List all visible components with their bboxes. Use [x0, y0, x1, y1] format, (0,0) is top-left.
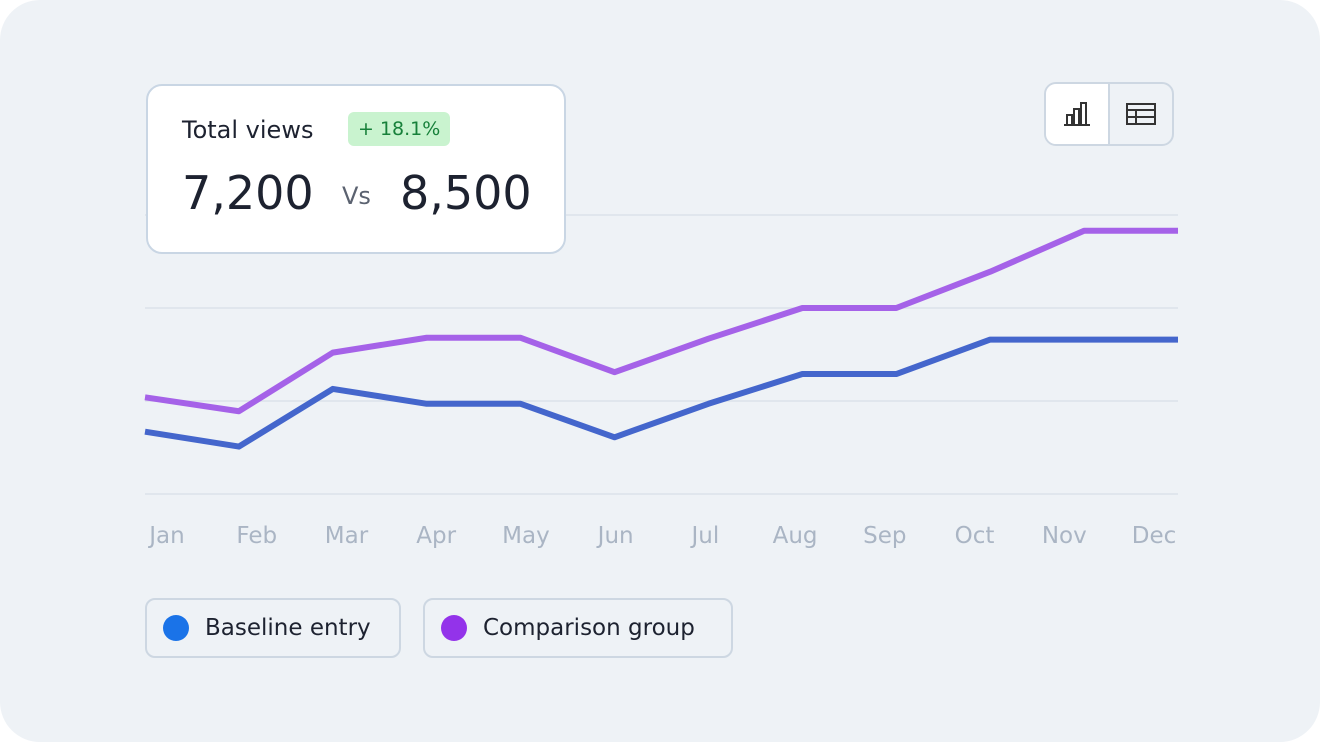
x-tick-label: Nov: [1042, 523, 1087, 549]
table-view-button[interactable]: [1110, 84, 1172, 144]
x-tick-label: Aug: [773, 523, 818, 549]
legend-label: Baseline entry: [205, 615, 371, 641]
legend-item[interactable]: Comparison group: [423, 598, 733, 658]
legend-label: Comparison group: [483, 615, 695, 641]
view-toggle: [1044, 82, 1174, 146]
x-tick-label: Mar: [325, 523, 369, 549]
chart-view-button[interactable]: [1046, 84, 1110, 144]
x-tick-label: Jan: [147, 523, 184, 549]
series-line: [144, 227, 1178, 415]
value-b: 8,500: [400, 166, 532, 220]
x-tick-label: Apr: [416, 523, 456, 549]
bar-icon: [1064, 102, 1090, 126]
x-tick-label: Jul: [689, 523, 719, 549]
series-line: [144, 336, 1178, 450]
value-a: 7,200: [182, 166, 314, 220]
change-badge: + 18.1%: [348, 112, 451, 146]
vs-label: Vs: [342, 182, 371, 210]
x-tick-label: May: [502, 523, 550, 549]
legend-item[interactable]: Baseline entry: [145, 598, 401, 658]
legend-dot: [441, 615, 467, 641]
table-icon: [1126, 103, 1156, 125]
x-tick-label: Dec: [1132, 523, 1177, 549]
card-title: Total views: [182, 116, 314, 144]
x-tick-label: Sep: [863, 523, 906, 549]
x-tick-label: Jun: [596, 523, 634, 549]
x-tick-label: Oct: [955, 523, 995, 549]
legend-dot: [163, 615, 189, 641]
summary-card: Total views + 18.1% 7,200 Vs 8,500: [146, 84, 566, 254]
x-tick-label: Feb: [236, 523, 277, 549]
